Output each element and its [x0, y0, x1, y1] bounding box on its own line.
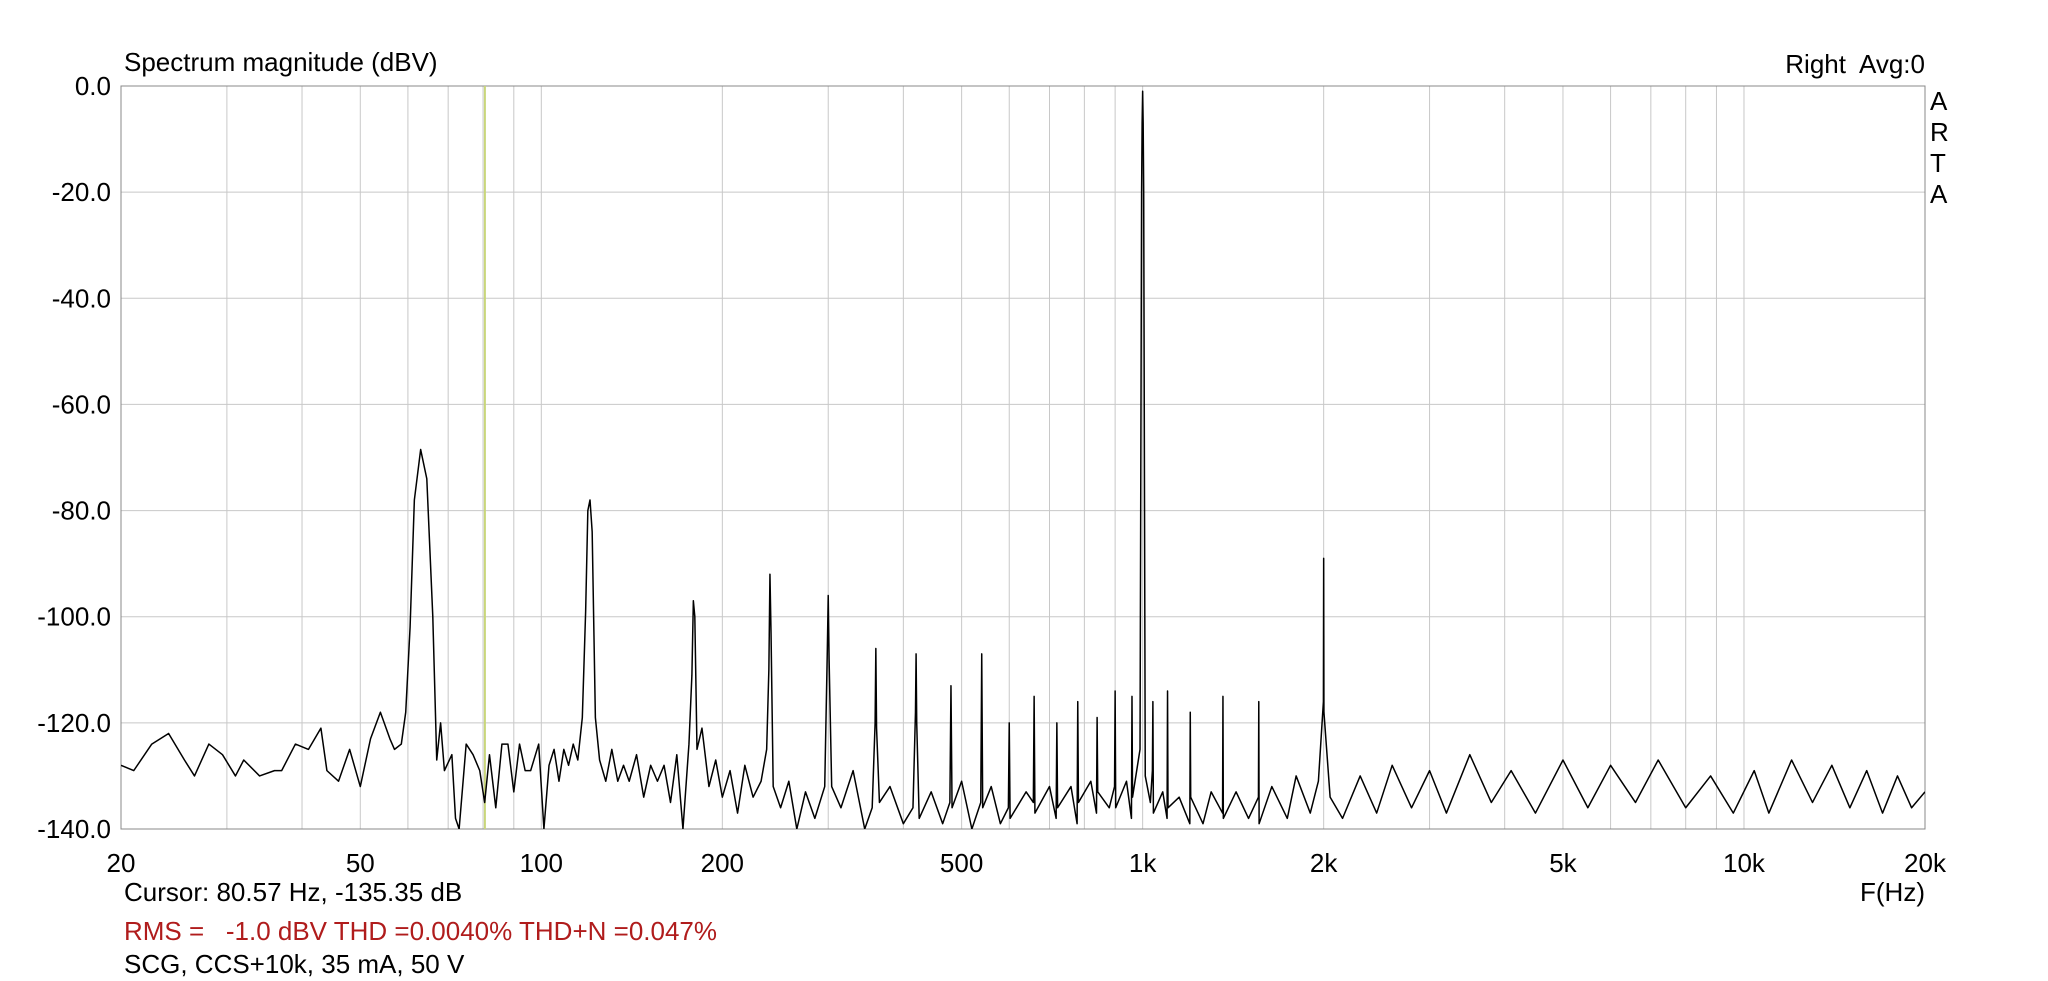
x-tick-label: 1k — [1129, 848, 1157, 878]
plot-frame — [120, 85, 1926, 830]
measurement: RMS = -1.0 dBV THD =0.0040% THD+N =0.047… — [124, 916, 717, 946]
x-tick-label: 5k — [1549, 848, 1577, 878]
y-tick-label: -140.0 — [37, 814, 111, 844]
x-tick-label: 10k — [1723, 848, 1766, 878]
chart-title: Spectrum magnitude (dBV) — [124, 47, 438, 77]
x-tick-label: 20k — [1904, 848, 1947, 878]
x-tick-label: 50 — [346, 848, 375, 878]
y-tick-label: -20.0 — [52, 177, 111, 207]
brand-letter: R — [1930, 117, 1949, 147]
x-tick-label: 2k — [1310, 848, 1338, 878]
spectrum-line — [121, 90, 1925, 829]
y-tick-label: -100.0 — [37, 602, 111, 632]
brand-letter: A — [1930, 179, 1948, 209]
y-tick-label: -40.0 — [52, 283, 111, 313]
note: SCG, CCS+10k, 35 mA, 50 V — [124, 949, 465, 979]
x-tick-label: 500 — [940, 848, 983, 878]
x-tick-label: 100 — [520, 848, 563, 878]
y-tick-label: -60.0 — [52, 389, 111, 419]
x-axis-label: F(Hz) — [1860, 877, 1925, 907]
brand-letter: A — [1930, 86, 1948, 116]
x-tick-label: 200 — [701, 848, 744, 878]
y-tick-label: -120.0 — [37, 708, 111, 738]
cursor-readout: Cursor: 80.57 Hz, -135.35 dB — [124, 877, 462, 907]
y-tick-label: -80.0 — [52, 496, 111, 526]
y-tick-label: 0.0 — [75, 71, 111, 101]
brand-letter: T — [1930, 148, 1946, 178]
x-tick-label: 20 — [107, 848, 136, 878]
channel-label: Right Avg:0 — [1785, 49, 1925, 79]
